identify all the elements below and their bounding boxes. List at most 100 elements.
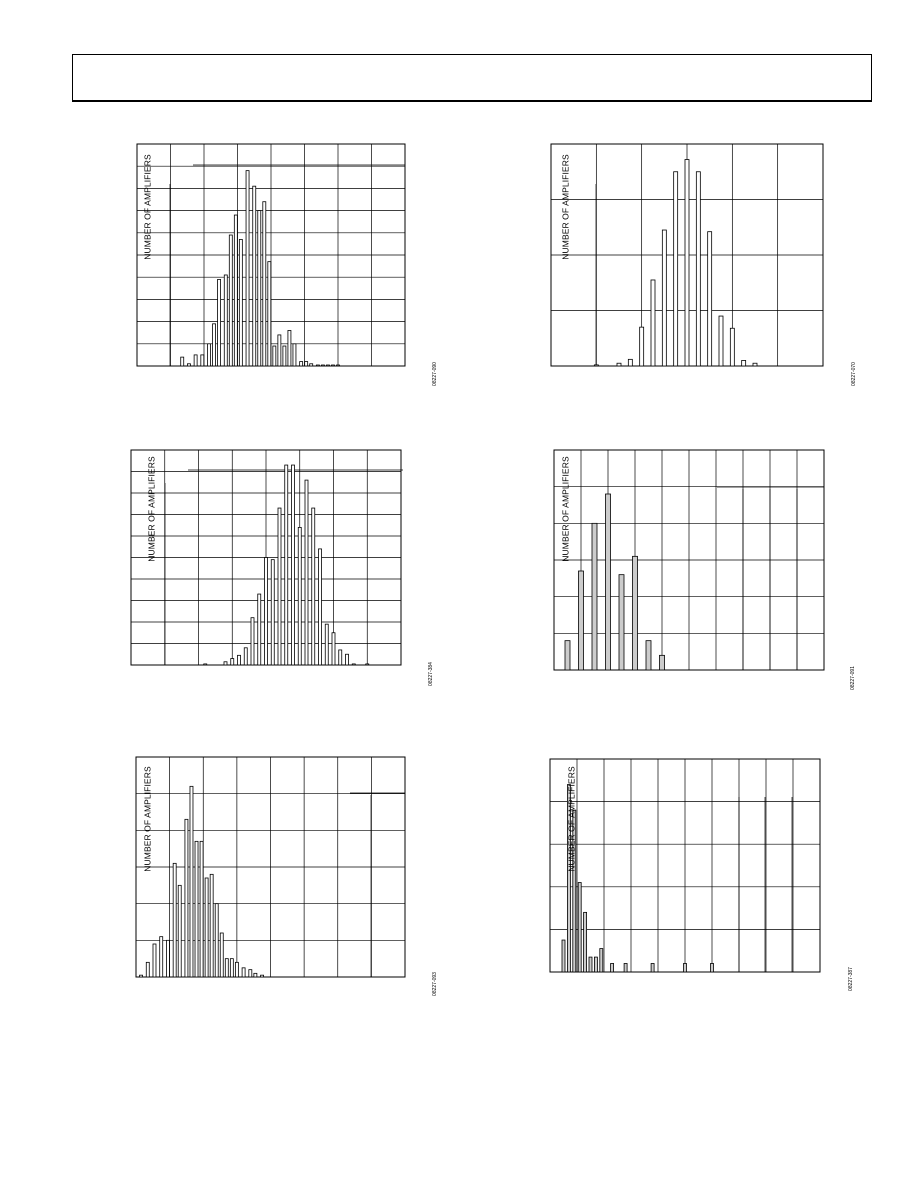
histogram-bar bbox=[277, 334, 282, 367]
histogram-bar bbox=[233, 214, 238, 367]
histogram-bar bbox=[212, 323, 216, 367]
histogram-bar bbox=[299, 361, 304, 367]
histogram-bar bbox=[297, 527, 302, 666]
histogram-bar bbox=[577, 882, 582, 973]
histogram-bar bbox=[284, 464, 289, 666]
histogram-bar bbox=[217, 279, 221, 367]
histogram-bar bbox=[250, 617, 255, 666]
page-header-box bbox=[72, 54, 872, 102]
histogram-bar bbox=[229, 958, 234, 978]
histogram-bar bbox=[345, 653, 349, 666]
histogram-bar bbox=[159, 936, 164, 978]
histogram-bar bbox=[214, 903, 219, 978]
histogram-bar bbox=[645, 640, 652, 671]
histogram-bar bbox=[204, 877, 209, 978]
histogram-bar bbox=[172, 862, 177, 978]
histogram-bar bbox=[710, 963, 714, 973]
histogram-bar bbox=[243, 647, 248, 666]
histogram-bar bbox=[199, 840, 204, 978]
histogram-bar bbox=[241, 967, 246, 978]
histogram-bar bbox=[673, 171, 679, 367]
histogram-bar bbox=[184, 818, 189, 978]
histogram-bar bbox=[326, 364, 330, 367]
histogram-bar bbox=[193, 354, 198, 367]
histogram-bar bbox=[588, 956, 593, 973]
histogram-bar bbox=[632, 555, 638, 671]
histogram-bar bbox=[189, 785, 194, 978]
histogram-bar bbox=[207, 343, 211, 367]
histogram-bar bbox=[331, 632, 336, 666]
histogram-bar bbox=[180, 356, 185, 367]
histogram-bar bbox=[270, 559, 275, 666]
histogram-bar bbox=[200, 354, 205, 367]
histogram-bar bbox=[311, 507, 316, 666]
histogram-bar bbox=[567, 784, 571, 973]
histogram-bar bbox=[684, 159, 690, 367]
histogram-bar bbox=[260, 974, 264, 978]
histogram-bar bbox=[304, 361, 309, 367]
histogram-bar bbox=[593, 364, 599, 367]
histogram-bar bbox=[272, 345, 277, 367]
histogram-bar bbox=[209, 873, 214, 978]
histogram-bar bbox=[365, 663, 370, 666]
histogram-bar bbox=[618, 574, 625, 671]
histogram-bar bbox=[262, 201, 267, 367]
histogram-bar bbox=[304, 479, 309, 666]
histogram-bar bbox=[277, 507, 282, 666]
histogram-bar bbox=[605, 493, 611, 671]
histogram-bar bbox=[599, 948, 604, 973]
histogram-bar bbox=[661, 229, 667, 367]
histogram-bar bbox=[695, 171, 701, 367]
histogram-bar bbox=[264, 557, 268, 666]
histogram-bar bbox=[152, 943, 157, 978]
histogram-bar bbox=[315, 364, 320, 367]
y-axis-label: NUMBER OF AMPLIFIERS bbox=[566, 766, 577, 872]
histogram-bar bbox=[234, 961, 239, 978]
histogram-bar bbox=[237, 654, 241, 666]
histogram-bar bbox=[707, 231, 713, 367]
histogram-bar bbox=[616, 362, 622, 367]
histogram-bar bbox=[741, 360, 747, 367]
histogram-bar bbox=[238, 239, 243, 367]
histogram-bar bbox=[248, 969, 253, 978]
histogram-bar bbox=[639, 326, 645, 367]
plot-frame bbox=[135, 756, 406, 978]
histogram-bar bbox=[223, 274, 228, 367]
histogram-bar bbox=[203, 663, 208, 666]
histogram-bar bbox=[309, 363, 314, 367]
histogram-bar bbox=[572, 809, 577, 973]
histogram-bar bbox=[594, 956, 598, 973]
figure-id: 08227-387 bbox=[847, 967, 854, 991]
histogram-bar bbox=[627, 358, 633, 367]
histogram-bar bbox=[650, 279, 656, 367]
histogram-bar bbox=[245, 170, 250, 367]
histogram-bar bbox=[591, 522, 598, 671]
histogram-bar bbox=[228, 234, 233, 367]
histogram-bar bbox=[331, 364, 335, 367]
histogram-bar bbox=[683, 963, 687, 973]
histogram-bar bbox=[282, 345, 287, 367]
histogram-bar bbox=[230, 658, 235, 666]
histogram-bar bbox=[287, 330, 292, 367]
histogram-bar bbox=[564, 640, 571, 671]
histogram-bar bbox=[718, 315, 724, 367]
histogram-bar bbox=[291, 464, 295, 666]
histogram-bar bbox=[321, 364, 325, 367]
histogram-bar bbox=[583, 911, 587, 973]
histogram-bar bbox=[252, 185, 257, 367]
histogram-bar bbox=[187, 363, 191, 367]
histogram-bar bbox=[351, 663, 356, 666]
histogram-bar bbox=[292, 343, 297, 367]
histogram-bar bbox=[145, 961, 150, 978]
histogram-bar bbox=[139, 974, 143, 978]
histogram-bar bbox=[267, 261, 272, 367]
histogram-bar bbox=[219, 932, 224, 978]
histogram-bar bbox=[729, 327, 735, 367]
histogram-bar bbox=[336, 364, 340, 367]
histogram-bar bbox=[257, 593, 262, 666]
histogram-bar bbox=[650, 963, 655, 973]
